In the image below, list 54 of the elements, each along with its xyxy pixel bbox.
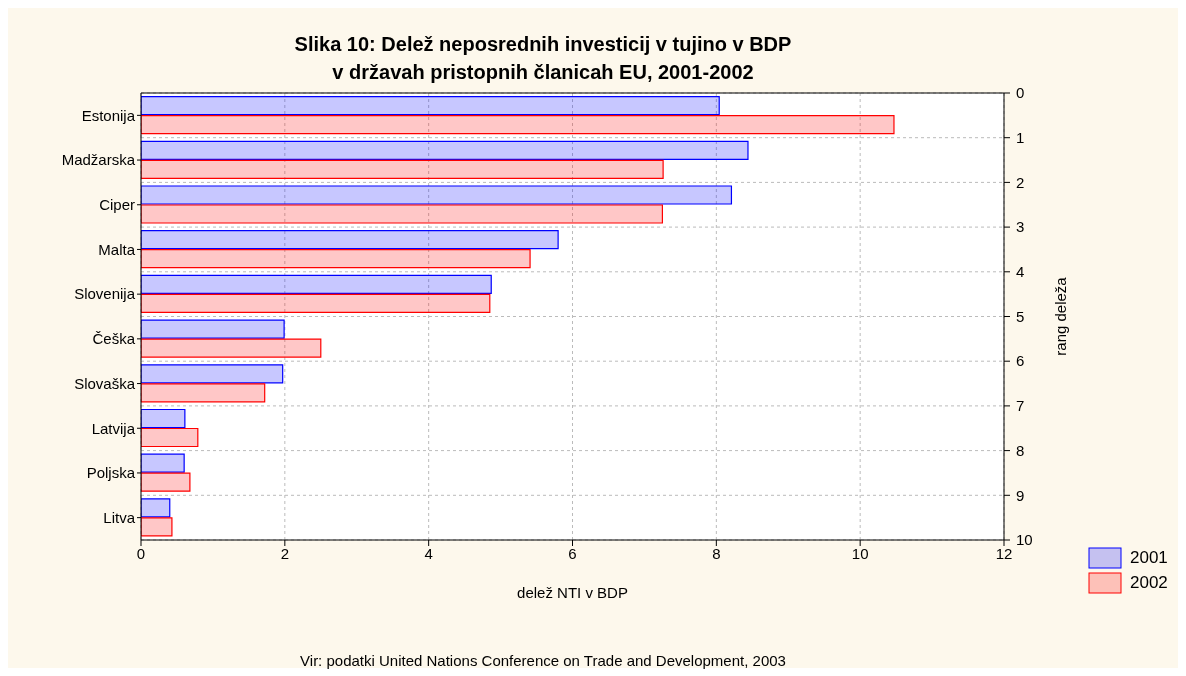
x-tick-label: 2 xyxy=(280,544,290,562)
y-tick-label: Latvija xyxy=(91,419,136,437)
x-tick-label: 10 xyxy=(851,544,869,562)
y2-tick-label: 7 xyxy=(1016,397,1025,415)
bar xyxy=(141,319,285,339)
y2-tick-label: 2 xyxy=(1016,173,1025,191)
bar xyxy=(141,498,171,518)
y2-tick-label: 6 xyxy=(1016,352,1025,370)
bar xyxy=(141,159,664,179)
y-tick-label: Madžarska xyxy=(61,151,136,169)
y2-tick-label: 10 xyxy=(1016,531,1033,549)
y2-tick-label: 5 xyxy=(1016,307,1025,325)
bar xyxy=(141,293,491,313)
y2-tick-label: 3 xyxy=(1016,218,1025,236)
bar xyxy=(141,185,733,205)
x-tick-label: 8 xyxy=(712,544,721,562)
bar xyxy=(141,140,749,160)
x-tick-label: 4 xyxy=(424,544,433,562)
bar xyxy=(141,517,173,537)
bar xyxy=(141,114,895,135)
y-tick-label: Slovaška xyxy=(74,374,136,392)
chart-title: Slika 10: Delež neposrednih investicij v tujino v BDP v državah pristopnih članicah EU, 2001-2002 xyxy=(293,32,793,85)
y-tick-label: Češka xyxy=(92,330,136,348)
y2-tick-label: 0 xyxy=(1016,84,1025,102)
y2-tick-label: 9 xyxy=(1016,486,1025,504)
y2-tick-label: 4 xyxy=(1016,263,1025,281)
bar xyxy=(141,472,191,492)
y2-tick-label: 1 xyxy=(1016,128,1025,146)
text: Vir: podatki United Nations Conference on Trade and Development, 2003 xyxy=(299,652,787,669)
bar xyxy=(141,204,663,224)
y2-tick-label: 8 xyxy=(1016,441,1025,459)
x-tick-label: 12 xyxy=(995,544,1013,562)
y-tick-label: Slovenija xyxy=(74,285,136,303)
bar xyxy=(141,274,492,294)
bar xyxy=(141,364,284,384)
x-tick-label: 6 xyxy=(568,544,577,562)
bar xyxy=(141,230,559,250)
x-tick-label: 0 xyxy=(136,544,146,562)
bar xyxy=(141,249,531,269)
y-tick-label: Poljska xyxy=(86,464,136,482)
legend-label: 2002 xyxy=(1130,572,1168,593)
bar xyxy=(141,338,322,358)
y-tick-label: Estonija xyxy=(81,106,136,124)
y2-axis-title: rang deleža xyxy=(1052,276,1069,356)
y-tick-label: Malta xyxy=(98,240,136,258)
legend-label: 2001 xyxy=(1130,547,1168,568)
bar xyxy=(141,427,199,448)
bar xyxy=(141,453,185,473)
bar xyxy=(141,95,720,116)
y-tick-label: Ciper xyxy=(99,196,135,214)
y-tick-label: Litva xyxy=(103,508,136,526)
x-axis-title: delež NTI v BDP xyxy=(517,584,628,601)
bar xyxy=(141,383,266,403)
bar xyxy=(141,408,186,429)
